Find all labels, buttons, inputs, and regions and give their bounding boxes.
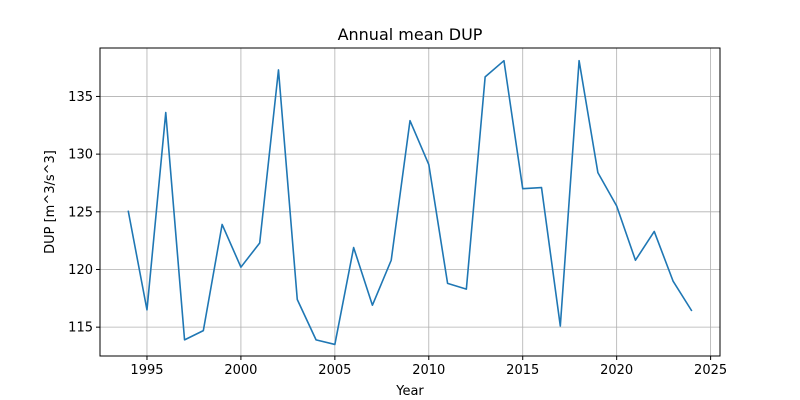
x-tick-label: 2005 xyxy=(318,363,351,378)
x-tick-label: 2020 xyxy=(600,363,633,378)
y-tick-label: 135 xyxy=(68,90,93,105)
y-axis-label: DUP [m^3/s^3] xyxy=(43,150,58,254)
series-layer xyxy=(127,59,693,346)
x-axis: 1995 2000 2005 2010 2015 2020 2025 xyxy=(130,356,727,378)
y-axis: 115 120 125 130 135 xyxy=(68,90,100,336)
x-tick-label: 2025 xyxy=(694,363,727,378)
grid-lines xyxy=(100,48,720,356)
series-line xyxy=(127,59,693,346)
y-tick-label: 125 xyxy=(68,205,93,220)
x-tick-label: 2000 xyxy=(224,363,257,378)
y-tick-label: 115 xyxy=(68,321,93,336)
x-tick-label: 2015 xyxy=(506,363,539,378)
y-tick-label: 130 xyxy=(68,148,93,163)
y-tick-label: 120 xyxy=(68,263,93,278)
x-tick-label: 2010 xyxy=(412,363,445,378)
x-tick-label: 1995 xyxy=(130,363,163,378)
plot-frame xyxy=(99,47,721,357)
chart-title: Annual mean DUP xyxy=(338,25,483,44)
x-axis-label: Year xyxy=(395,384,424,399)
